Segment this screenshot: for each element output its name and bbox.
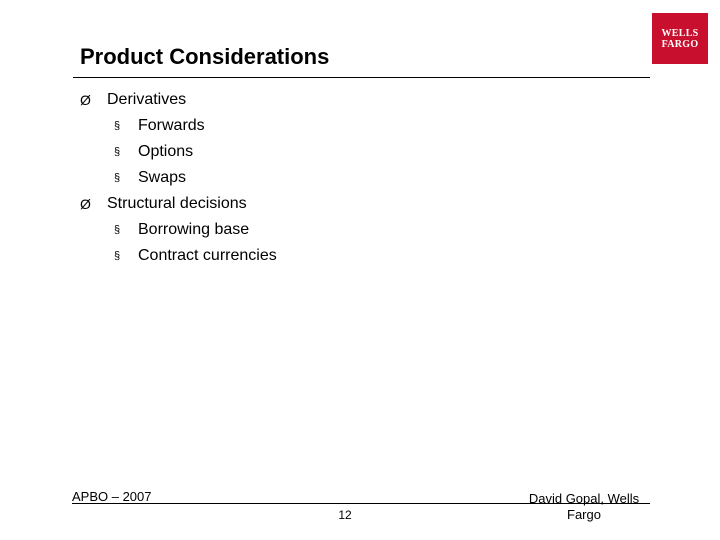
bullet-text: Swaps bbox=[138, 169, 187, 186]
footer-event-label: APBO – 2007 bbox=[72, 489, 152, 504]
square-bullet-icon: § bbox=[114, 120, 121, 132]
wells-fargo-logo: WELLS FARGO bbox=[652, 13, 708, 64]
square-bullet-icon: § bbox=[114, 224, 121, 236]
title-divider bbox=[73, 77, 650, 78]
footer-presenter: David Gopal, Wells Fargo bbox=[518, 491, 650, 523]
square-bullet-icon: § bbox=[114, 172, 121, 184]
bullet-text: Options bbox=[138, 143, 194, 160]
square-bullet-icon: § bbox=[114, 250, 121, 262]
bullet-text: Contract currencies bbox=[138, 247, 277, 264]
page-number: 12 bbox=[338, 508, 352, 522]
logo-text-line-2: FARGO bbox=[661, 38, 699, 50]
bullet-text: Forwards bbox=[138, 117, 205, 134]
bullet-text: Borrowing base bbox=[138, 221, 250, 238]
square-bullet-icon: § bbox=[114, 146, 121, 158]
presenter-line-1: David Gopal, Wells bbox=[528, 491, 640, 506]
footer-divider bbox=[72, 503, 650, 504]
arrow-bullet-icon: Ø bbox=[80, 196, 91, 212]
bullet-text: Derivatives bbox=[107, 91, 187, 108]
logo-text-line-1: WELLS bbox=[661, 27, 699, 39]
slide-title: Product Considerations bbox=[80, 44, 330, 69]
arrow-bullet-icon: Ø bbox=[80, 92, 91, 108]
presenter-line-2: Fargo bbox=[567, 507, 601, 522]
bullet-text: Structural decisions bbox=[107, 195, 247, 212]
